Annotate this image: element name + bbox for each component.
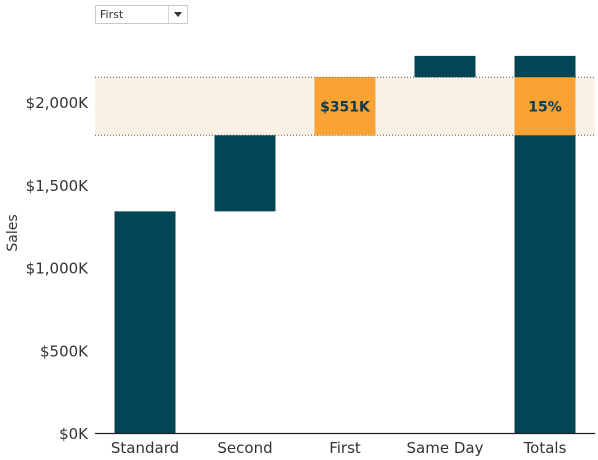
y-axis-title: Sales — [5, 214, 21, 251]
bar-standard[interactable] — [114, 211, 176, 433]
y-tick-label: $1,000K — [26, 260, 89, 278]
x-tick-label: Standard — [111, 439, 179, 457]
y-tick-label: $2,000K — [26, 94, 89, 112]
y-tick-label: $0K — [59, 425, 89, 443]
y-tick-label: $500K — [40, 342, 89, 360]
x-tick-label: First — [329, 439, 361, 457]
dropdown-selected-value: First — [100, 8, 124, 21]
y-tick-label: $1,500K — [26, 177, 89, 195]
ship-mode-filter-dropdown[interactable]: First — [95, 5, 188, 24]
data-label-totals: 15% — [528, 99, 562, 115]
data-label-first: $351K — [320, 99, 371, 115]
bar-second[interactable] — [214, 135, 276, 212]
x-tick-label: Totals — [523, 439, 567, 457]
caret-down-icon — [174, 12, 182, 17]
dropdown-toggle-button[interactable] — [168, 6, 187, 23]
x-tick-label: Second — [217, 439, 272, 457]
highlight-first — [314, 77, 376, 136]
x-tick-label: Same Day — [407, 439, 484, 457]
bar-same-day[interactable] — [414, 55, 476, 78]
highlight-totals — [514, 77, 576, 136]
